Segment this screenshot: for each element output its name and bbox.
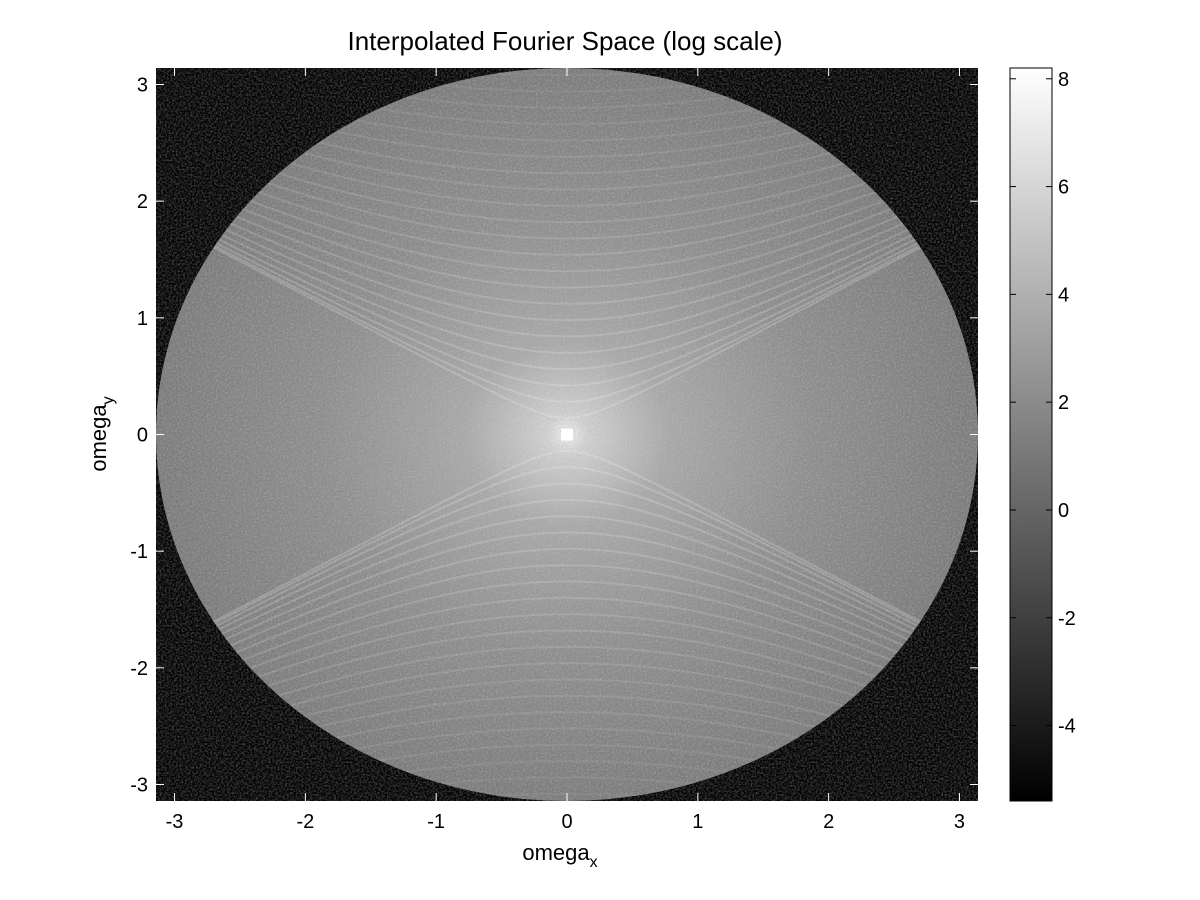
y-axis-label-sub: y <box>100 396 117 404</box>
x-tick-label: 2 <box>823 811 834 833</box>
colorbar-tick-label: 0 <box>1058 500 1069 522</box>
dc-peak <box>561 428 573 441</box>
x-axis-label-sub: x <box>590 854 598 871</box>
y-tick-label: 3 <box>137 75 148 97</box>
x-tick-label: 3 <box>954 811 965 833</box>
colorbar: 8 6 4 2 0 -2 -4 <box>1009 67 1076 802</box>
y-axis-label: omegay <box>86 396 117 471</box>
y-tick-label: -2 <box>130 658 148 680</box>
y-axis: 3 2 1 0 -1 -2 -3 <box>130 75 978 796</box>
y-tick-label: -3 <box>130 774 148 796</box>
y-tick-label: -1 <box>130 541 148 563</box>
colorbar-tick-label: 8 <box>1058 69 1069 91</box>
y-tick-label: 1 <box>137 308 148 330</box>
y-axis-label-main: omega <box>86 404 111 472</box>
x-axis-label-main: omega <box>522 840 590 865</box>
colorbar-tick-label: 2 <box>1058 392 1069 414</box>
x-tick-label: 0 <box>561 811 572 833</box>
x-axis: -3 -2 -1 0 1 2 3 <box>166 68 965 833</box>
x-tick-label: -3 <box>166 811 184 833</box>
colorbar-tick-label: -2 <box>1058 608 1076 630</box>
plot-area <box>156 68 978 801</box>
colorbar-tick-label: -4 <box>1058 716 1076 738</box>
x-tick-label: 1 <box>692 811 703 833</box>
chart-title: Interpolated Fourier Space (log scale) <box>347 26 782 56</box>
y-tick-label: 2 <box>137 191 148 213</box>
x-tick-label: -2 <box>296 811 314 833</box>
colorbar-gradient <box>1009 67 1053 802</box>
x-axis-label: omegax <box>522 840 597 871</box>
colorbar-tick-label: 6 <box>1058 177 1069 199</box>
colorbar-ticks: 8 6 4 2 0 -2 -4 <box>1010 69 1076 738</box>
colorbar-tick-label: 4 <box>1058 284 1069 306</box>
x-tick-label: -1 <box>427 811 445 833</box>
y-tick-label: 0 <box>137 425 148 447</box>
